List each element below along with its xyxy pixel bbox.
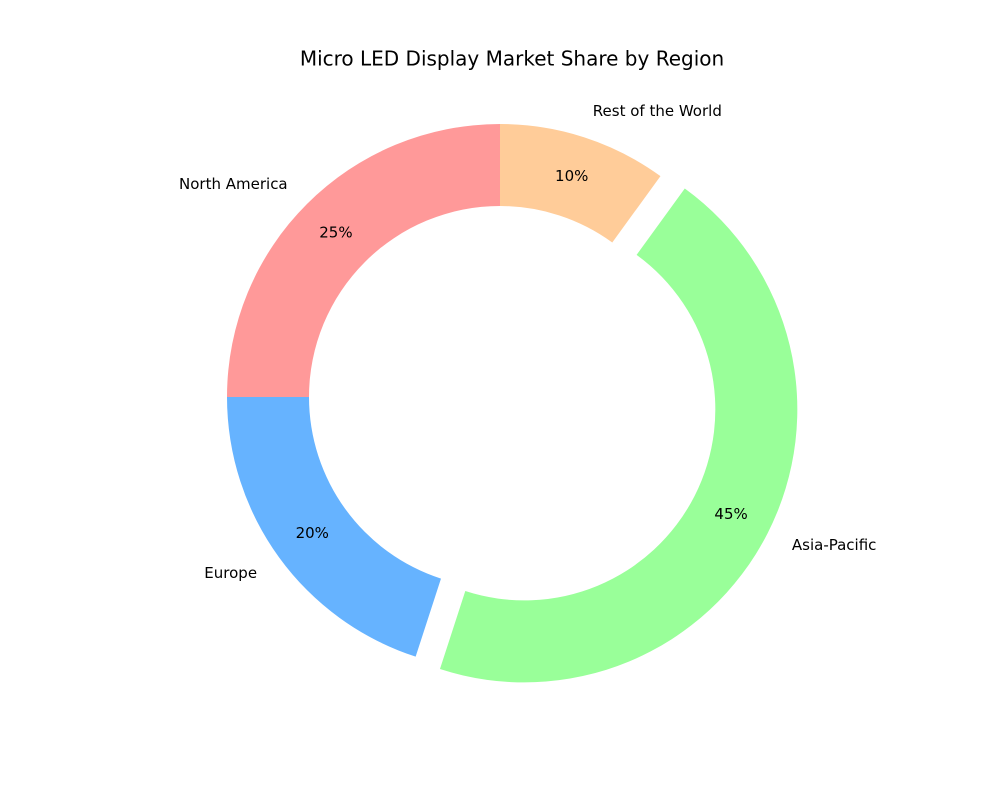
slice-label: Rest of the World (593, 102, 722, 120)
donut-slice (500, 123, 661, 243)
chart-title: Micro LED Display Market Share by Region (300, 47, 724, 71)
value-label: 25% (319, 223, 352, 241)
donut-slice (227, 397, 441, 657)
value-label: 45% (714, 505, 747, 523)
slice-label: North America (179, 175, 288, 193)
value-label: 20% (296, 524, 329, 542)
value-label: 10% (555, 167, 588, 185)
donut-slice (439, 188, 798, 683)
slice-label: Asia-Pacific (792, 536, 877, 554)
slice-label: Europe (204, 564, 257, 582)
donut-slice (227, 124, 500, 397)
